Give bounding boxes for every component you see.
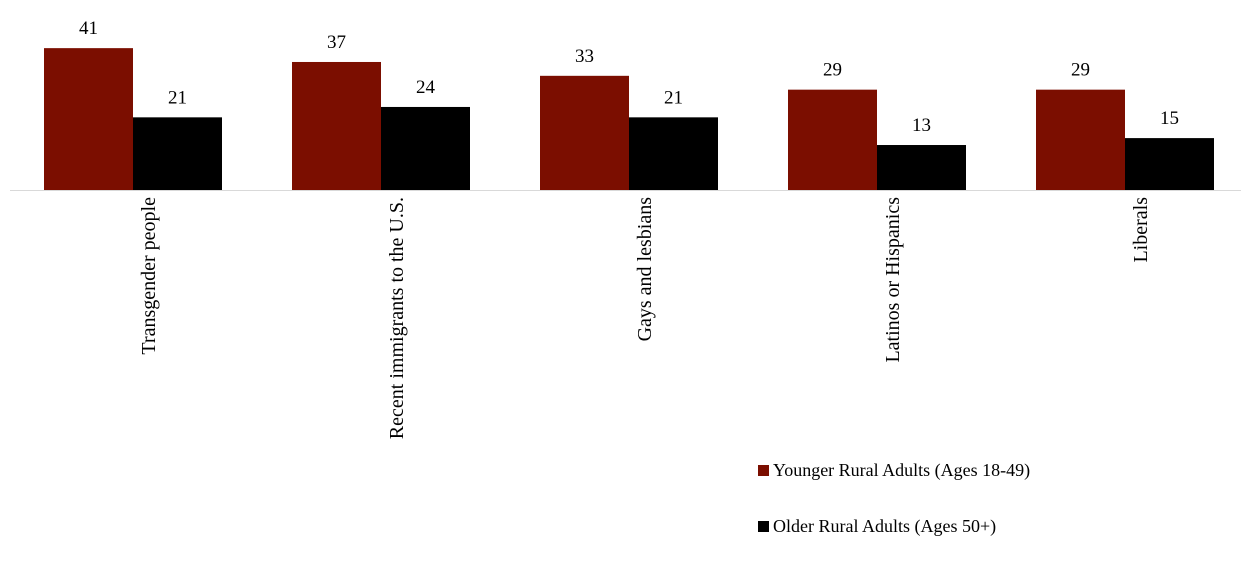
data-label-younger-4: 29 [1071, 60, 1090, 81]
data-label-younger-1: 37 [327, 32, 346, 53]
category-label-1: Recent immigrants to the U.S. [386, 197, 408, 439]
bar-older-0 [133, 117, 222, 190]
data-label-older-4: 15 [1160, 108, 1179, 129]
data-label-older-0: 21 [168, 87, 187, 108]
bar-younger-3 [788, 89, 877, 190]
chart-legend: Younger Rural Adults (Ages 18-49) Older … [758, 456, 1030, 568]
legend-swatch-older [758, 520, 769, 532]
bar-chart: 41 21 Transgender people 37 24 Recent immigra… [10, 18, 1241, 439]
category-label-3: Latinos or Hispanics [882, 197, 904, 363]
data-label-younger-0: 41 [79, 18, 98, 39]
category-label-0: Transgender people [138, 197, 160, 355]
data-label-older-3: 13 [912, 115, 931, 136]
legend-item-older: Older Rural Adults (Ages 50+) [758, 512, 1030, 540]
chart-container: 41 21 Transgender people 37 24 Recent immigra… [10, 18, 1241, 536]
bar-younger-0 [44, 48, 133, 190]
data-label-younger-2: 33 [575, 46, 594, 67]
legend-swatch-younger [758, 464, 769, 476]
data-label-older-2: 21 [664, 87, 683, 108]
bar-younger-4 [1036, 89, 1125, 190]
bar-younger-2 [540, 75, 629, 190]
legend-label-older: Older Rural Adults (Ages 50+) [773, 515, 997, 536]
legend-label-younger: Younger Rural Adults (Ages 18-49) [773, 459, 1031, 480]
bar-older-2 [629, 117, 718, 190]
data-label-younger-3: 29 [823, 60, 842, 81]
bar-older-3 [877, 145, 966, 190]
legend-item-younger: Younger Rural Adults (Ages 18-49) [758, 456, 1030, 484]
category-label-4: Liberals [1130, 197, 1152, 263]
category-label-2: Gays and lesbians [634, 197, 656, 342]
bar-older-4 [1125, 138, 1214, 190]
bar-younger-1 [292, 61, 381, 191]
bar-older-1 [381, 106, 470, 190]
data-label-older-1: 24 [416, 77, 436, 98]
